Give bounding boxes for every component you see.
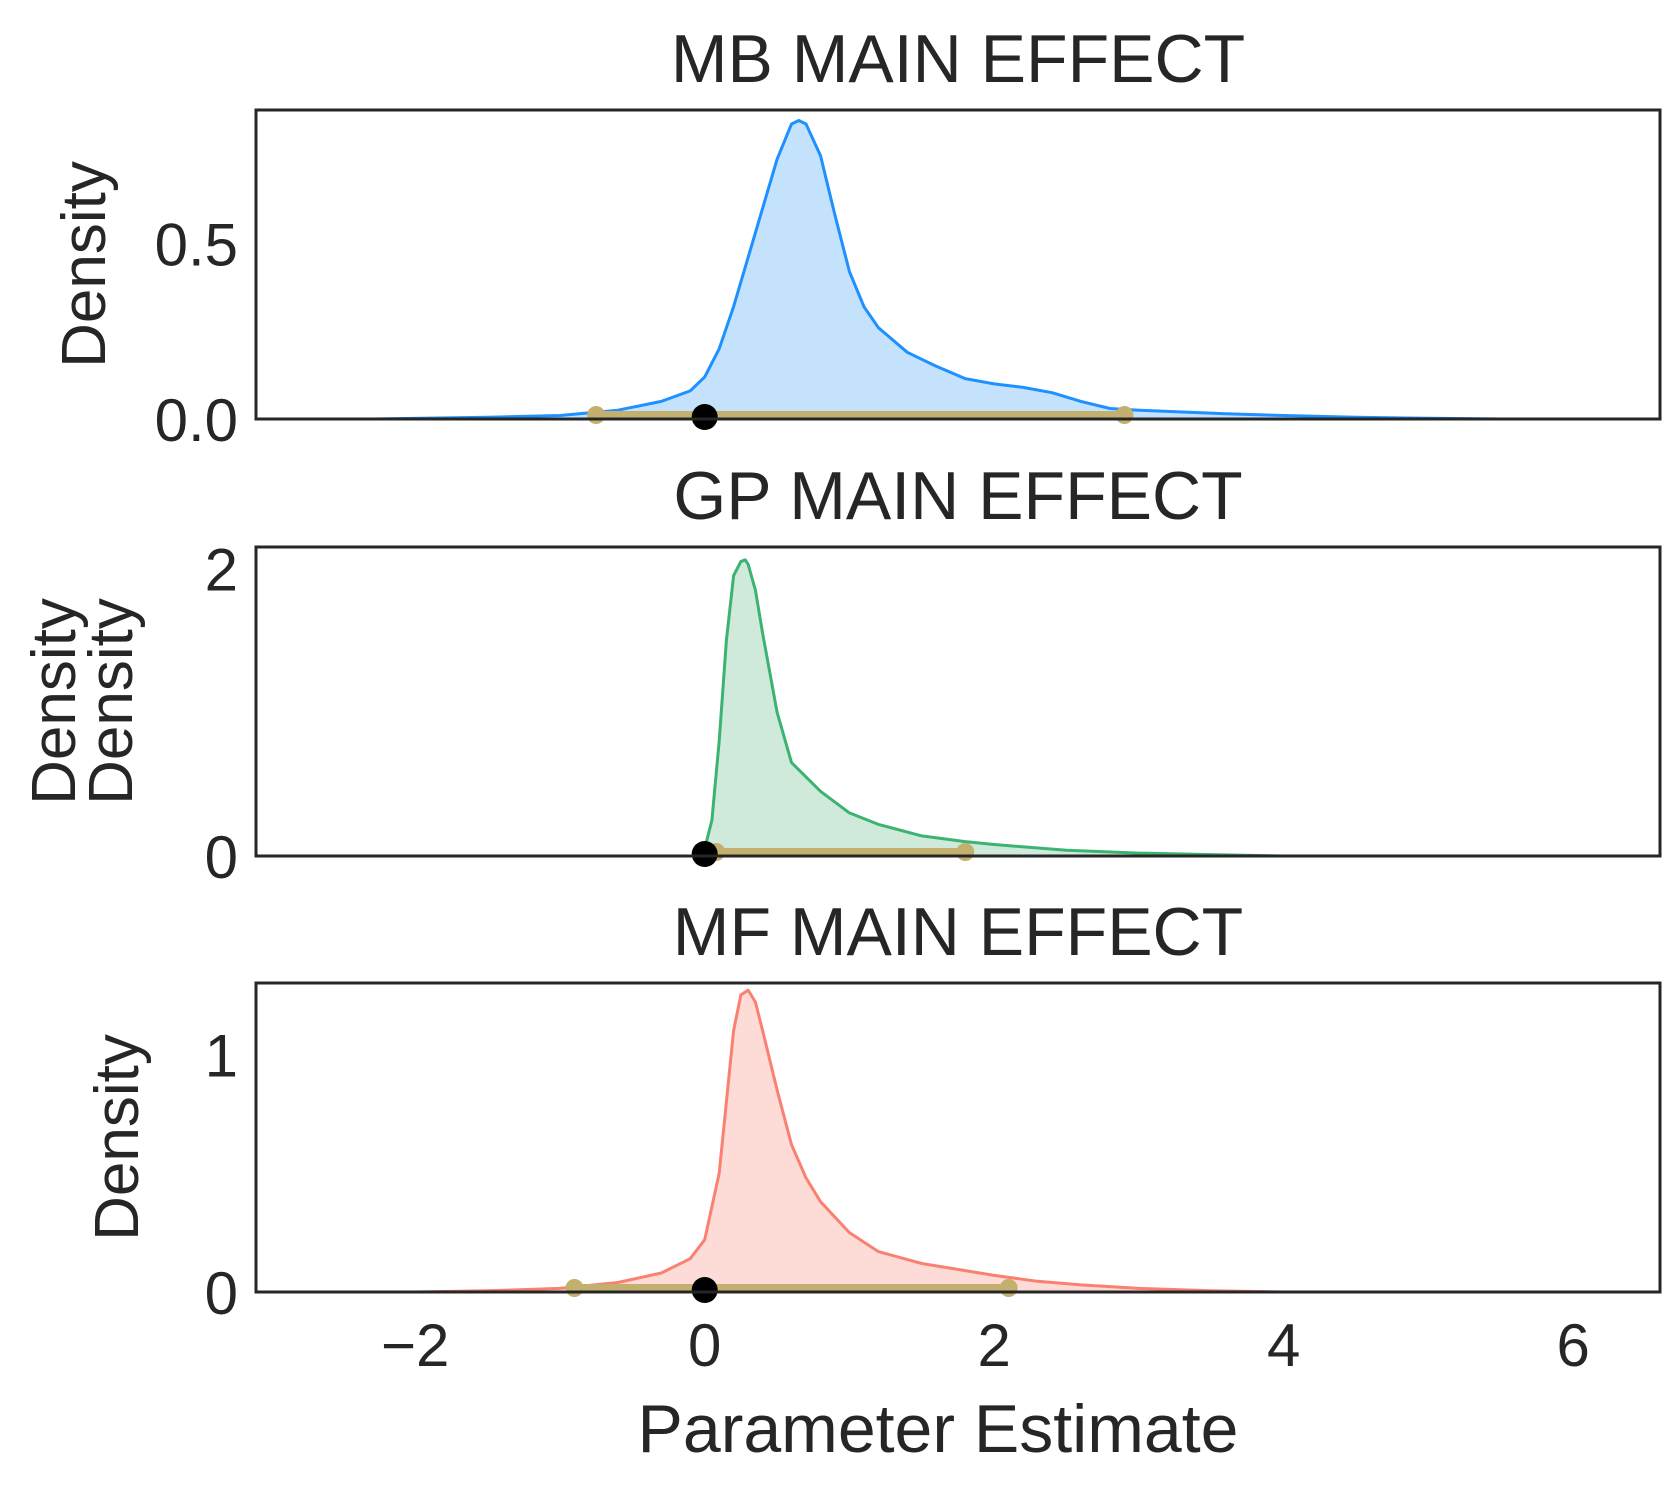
gp-panel-zero-marker [691,841,718,867]
mf-panel-density-fill [415,990,1284,1292]
mb-panel-ylabel: Density [50,161,119,368]
mf-panel-ylabel: Density [83,1034,152,1241]
x-axis-label: Parameter Estimate [638,1391,1239,1467]
mb-panel-ytick-label: 0.0 [155,387,238,454]
gp-panel-interval-high-point [956,843,975,861]
mf-panel-interval-high-point [999,1279,1018,1297]
mb-panel-zero-marker [691,404,718,430]
mf-panel-interval-low-point [565,1279,584,1297]
gp-panel-ylabel: Density [20,598,89,805]
mf-panel-xtick-label: 0 [688,1312,721,1379]
gp-panel-density-fill [697,559,1284,856]
mf-panel-frame [254,981,1662,1294]
mf-panel-xtick-label: 2 [977,1312,1010,1379]
mb-panel-ytick-label: 0.5 [155,211,238,278]
mb-panel-frame [254,108,1662,421]
mb-panel: MB MAIN EFFECT 0.0 0.5 Density [50,21,1662,454]
mb-panel-title: MB MAIN EFFECT [671,21,1245,97]
mf-panel-xtick-label: 4 [1267,1312,1300,1379]
mb-panel-interval-high-point [1115,406,1134,424]
mf-panel-ytick-label: 1 [205,1022,238,1089]
mb-panel-interval-low-point [587,406,606,424]
gp-panel-density-line [696,558,1284,856]
gp-panel-ytick-label: 0 [205,824,238,891]
mb-panel-density-fill [371,120,1501,419]
mf-panel-density-line [415,988,1284,1292]
gp-panel-title: GP MAIN EFFECT [673,458,1242,534]
mf-panel-xtick-label: −2 [381,1312,449,1379]
mf-panel-zero-marker [691,1277,718,1303]
gp-panel-frame [254,545,1662,858]
mf-panel: MF MAIN EFFECT 0 1 Density −2 0 2 4 6 Parameter E… [83,894,1662,1467]
gp-panel-ylabel: Density [77,598,146,805]
mf-panel-title: MF MAIN EFFECT [673,894,1243,970]
mf-panel-xtick-label: 6 [1556,1312,1589,1379]
mf-panel-ytick-label: 0 [205,1260,238,1327]
gp-panel-ytick-label: 2 [205,537,238,604]
mb-panel-density-line [371,119,1501,419]
